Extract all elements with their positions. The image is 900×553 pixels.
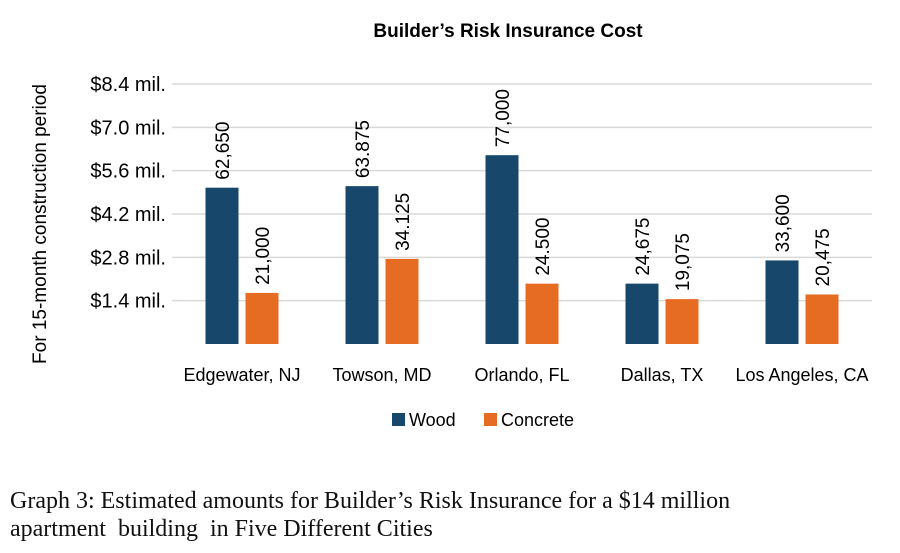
caption-line-2: apartment building in Five Different Cit… [10, 516, 433, 542]
legend-swatch [392, 413, 405, 426]
x-tick-label: Los Angeles, CA [735, 365, 868, 385]
caption-line-1: Graph 3: Estimated amounts for Builder’s… [10, 488, 731, 514]
concrete-bar [665, 299, 699, 344]
y-tick-label: $8.4 mil. [90, 74, 166, 96]
concrete-bar [805, 294, 839, 344]
data-label: 21,000 [253, 227, 274, 285]
data-label: 20,475 [813, 228, 834, 286]
y-tick-label: $5.6 mil. [90, 161, 166, 183]
chart-title: Builder’s Risk Insurance Cost [373, 21, 643, 42]
data-label: 19,075 [673, 233, 694, 291]
x-tick-label: Dallas, TX [621, 365, 704, 385]
x-tick-label: Edgewater, NJ [183, 365, 300, 385]
wood-bar [625, 283, 659, 344]
y-tick-labels: $1.4 mil. $2.8 mil. $4.2 mil. $5.6 mil. $7.0… [90, 74, 166, 313]
wood-bar [485, 155, 519, 344]
y-axis-label: For 15-month construction period [30, 84, 51, 364]
wood-bar [205, 187, 239, 344]
wood-bar [765, 260, 799, 344]
concrete-bar [245, 292, 279, 344]
figure-caption: Graph 3: Estimated amounts for Builder’s… [10, 487, 890, 543]
x-tick-label: Towson, MD [332, 365, 431, 385]
x-tick-label: Orlando, FL [474, 365, 569, 385]
y-tick-label: $2.8 mil. [90, 247, 166, 269]
data-labels: 62,650 21,000 63.875 34.125 77,000 24.500 24,6… [213, 89, 834, 291]
chart: Builder’s Risk Insurance Cost For 15-mon… [30, 21, 872, 430]
data-label: 24,675 [633, 218, 654, 276]
data-label: 77,000 [493, 89, 514, 147]
data-label: 63.875 [353, 120, 374, 178]
y-tick-label: $7.0 mil. [90, 117, 166, 139]
legend-entry: Wood [409, 410, 456, 430]
y-tick-label: $1.4 mil. [90, 291, 166, 313]
legend: Wood Concrete [392, 410, 574, 430]
concrete-bar [385, 258, 419, 344]
data-label: 62,650 [213, 122, 234, 180]
gridlines [172, 83, 872, 302]
legend-entry: Concrete [501, 410, 574, 430]
x-tick-labels: Edgewater, NJ Towson, MD Orlando, FL Dallas… [183, 365, 868, 385]
data-label: 34.125 [393, 193, 414, 251]
legend-swatch [484, 413, 497, 426]
concrete-bar [525, 283, 559, 344]
bars [205, 155, 839, 344]
data-label: 24.500 [533, 218, 554, 276]
wood-bar [345, 186, 379, 344]
data-label: 33,600 [773, 194, 794, 252]
y-tick-label: $4.2 mil. [90, 204, 166, 226]
